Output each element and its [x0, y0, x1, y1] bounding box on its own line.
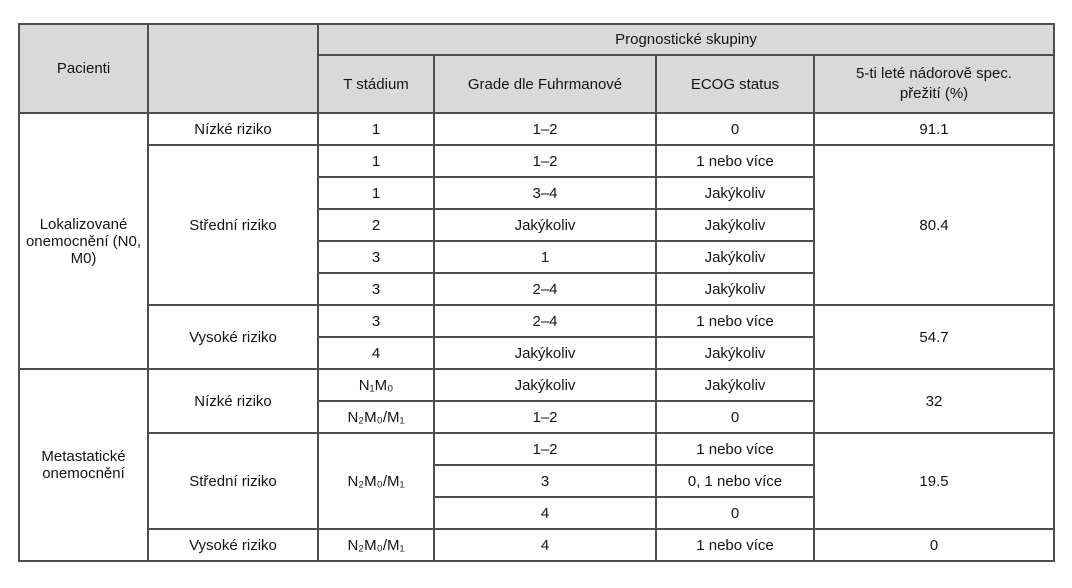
ecog-cell: 1 nebo více — [655, 304, 815, 338]
grade-cell: 1 — [433, 240, 657, 274]
table-row: 3 1 Jakýkoliv — [19, 240, 1054, 274]
grade-cell: 4 — [433, 496, 657, 530]
ecog-cell: 1 nebo více — [655, 528, 815, 562]
t-stadium-cell: 4 — [317, 336, 435, 370]
header-survival-line2: přežití (%) — [899, 85, 969, 102]
t-stadium-cell: N₂M₀/M₁ — [317, 432, 435, 530]
ecog-cell: Jakýkoliv — [655, 240, 815, 274]
risk-group-cell: Nízké riziko — [147, 112, 319, 146]
t-stadium-cell: 3 — [317, 272, 435, 306]
t-stadium-cell: 3 — [317, 240, 435, 274]
table-row: 3 0, 1 nebo více — [19, 464, 1054, 498]
ecog-cell: Jakýkoliv — [655, 208, 815, 242]
ecog-cell: 0 — [655, 400, 815, 434]
t-stadium-cell: N₂M₀/M₁ — [317, 528, 435, 562]
ecog-cell: 1 nebo více — [655, 144, 815, 178]
ecog-cell: 0 — [655, 496, 815, 530]
survival-cell: 0 — [813, 528, 1055, 562]
risk-group-cell: Střední riziko — [147, 144, 319, 306]
grade-cell: 1–2 — [433, 144, 657, 178]
ecog-cell: 1 nebo více — [655, 432, 815, 466]
survival-cell: 19.5 — [813, 432, 1055, 530]
grade-cell: 1–2 — [433, 432, 657, 466]
grade-cell: Jakýkoliv — [433, 208, 657, 242]
header-t-stadium: T stádium — [317, 54, 435, 114]
header-row-top: Pacienti Prognostické skupiny — [18, 23, 1055, 114]
t-stadium-cell: N₂M₀/M₁ — [317, 400, 435, 434]
grade-cell: 2–4 — [433, 272, 657, 306]
header-grade-fuhrman: Grade dle Fuhrmanové — [433, 54, 657, 114]
table-row: Metastatické onemocnění Nízké riziko N₁M… — [18, 368, 1055, 562]
table-row: 2 Jakýkoliv Jakýkoliv — [19, 208, 1054, 242]
grade-cell: 2–4 — [433, 304, 657, 338]
survival-cell: 54.7 — [813, 304, 1055, 370]
table-row: Vysoké riziko N₂M₀/M₁ 4 1 nebo více 0 — [19, 528, 1055, 562]
grade-cell: 3–4 — [433, 176, 657, 210]
survival-cell: 32 — [813, 368, 1055, 434]
grade-cell: 3 — [433, 464, 657, 498]
risk-group-cell: Vysoké riziko — [147, 304, 319, 370]
header-prognostic-groups: Prognostické skupiny — [317, 23, 1055, 56]
table-row: Střední riziko 1 1–2 1 nebo více 80.4 — [19, 144, 1055, 306]
grade-cell: Jakýkoliv — [433, 336, 657, 370]
grade-cell: 4 — [433, 528, 657, 562]
header-risk-empty — [147, 23, 319, 114]
risk-group-cell: Střední riziko — [147, 432, 319, 530]
grade-cell: 1–2 — [433, 400, 657, 434]
risk-group-cell: Nízké riziko — [147, 368, 319, 434]
ecog-cell: Jakýkoliv — [655, 272, 815, 306]
prognostic-groups-table: Pacienti Prognostické skupiny T stádium … — [18, 23, 1055, 562]
t-stadium-cell: 1 — [317, 112, 435, 146]
risk-group-cell: Vysoké riziko — [147, 528, 319, 562]
survival-cell: 91.1 — [813, 112, 1055, 146]
survival-cell: 80.4 — [813, 144, 1055, 306]
header-survival: 5-ti leté nádorově spec. přežití (%) — [813, 54, 1055, 114]
grade-cell: Jakýkoliv — [433, 368, 657, 402]
table-row: Lokalizované onemocnění (N0, M0) Nízké r… — [18, 112, 1055, 370]
t-stadium-cell: N₁M₀ — [317, 368, 435, 402]
table-row: 1 3–4 Jakýkoliv — [19, 176, 1054, 210]
table-row: Vysoké riziko 3 2–4 1 nebo více 54.7 — [19, 304, 1055, 370]
grade-cell: 1–2 — [433, 112, 657, 146]
header-ecog-status: ECOG status — [655, 54, 815, 114]
header-row-sub: T stádium Grade dle Fuhrmanové ECOG stat… — [19, 54, 1055, 114]
ecog-cell: Jakýkoliv — [655, 368, 815, 402]
table-row: Střední riziko N₂M₀/M₁ 1–2 1 nebo více 1… — [19, 432, 1055, 530]
table-row: N₂M₀/M₁ 1–2 0 — [19, 400, 1054, 434]
table-row: 4 Jakýkoliv Jakýkoliv — [19, 336, 1054, 370]
header-survival-line1: 5-ti leté nádorově spec. — [856, 64, 1012, 82]
ecog-cell: Jakýkoliv — [655, 176, 815, 210]
t-stadium-cell: 1 — [317, 176, 435, 210]
patient-group-cell-metastatic: Metastatické onemocnění — [18, 368, 149, 562]
t-stadium-cell: 1 — [317, 144, 435, 178]
ecog-cell: Jakýkoliv — [655, 336, 815, 370]
table-row: 3 2–4 Jakýkoliv — [19, 272, 1054, 306]
patient-group-cell-localized: Lokalizované onemocnění (N0, M0) — [18, 112, 149, 370]
header-pacienti: Pacienti — [18, 23, 149, 114]
ecog-cell: 0 — [655, 112, 815, 146]
ecog-cell: 0, 1 nebo více — [655, 464, 815, 498]
t-stadium-cell: 3 — [317, 304, 435, 338]
t-stadium-cell: 2 — [317, 208, 435, 242]
table-row: 4 0 — [19, 496, 1054, 530]
